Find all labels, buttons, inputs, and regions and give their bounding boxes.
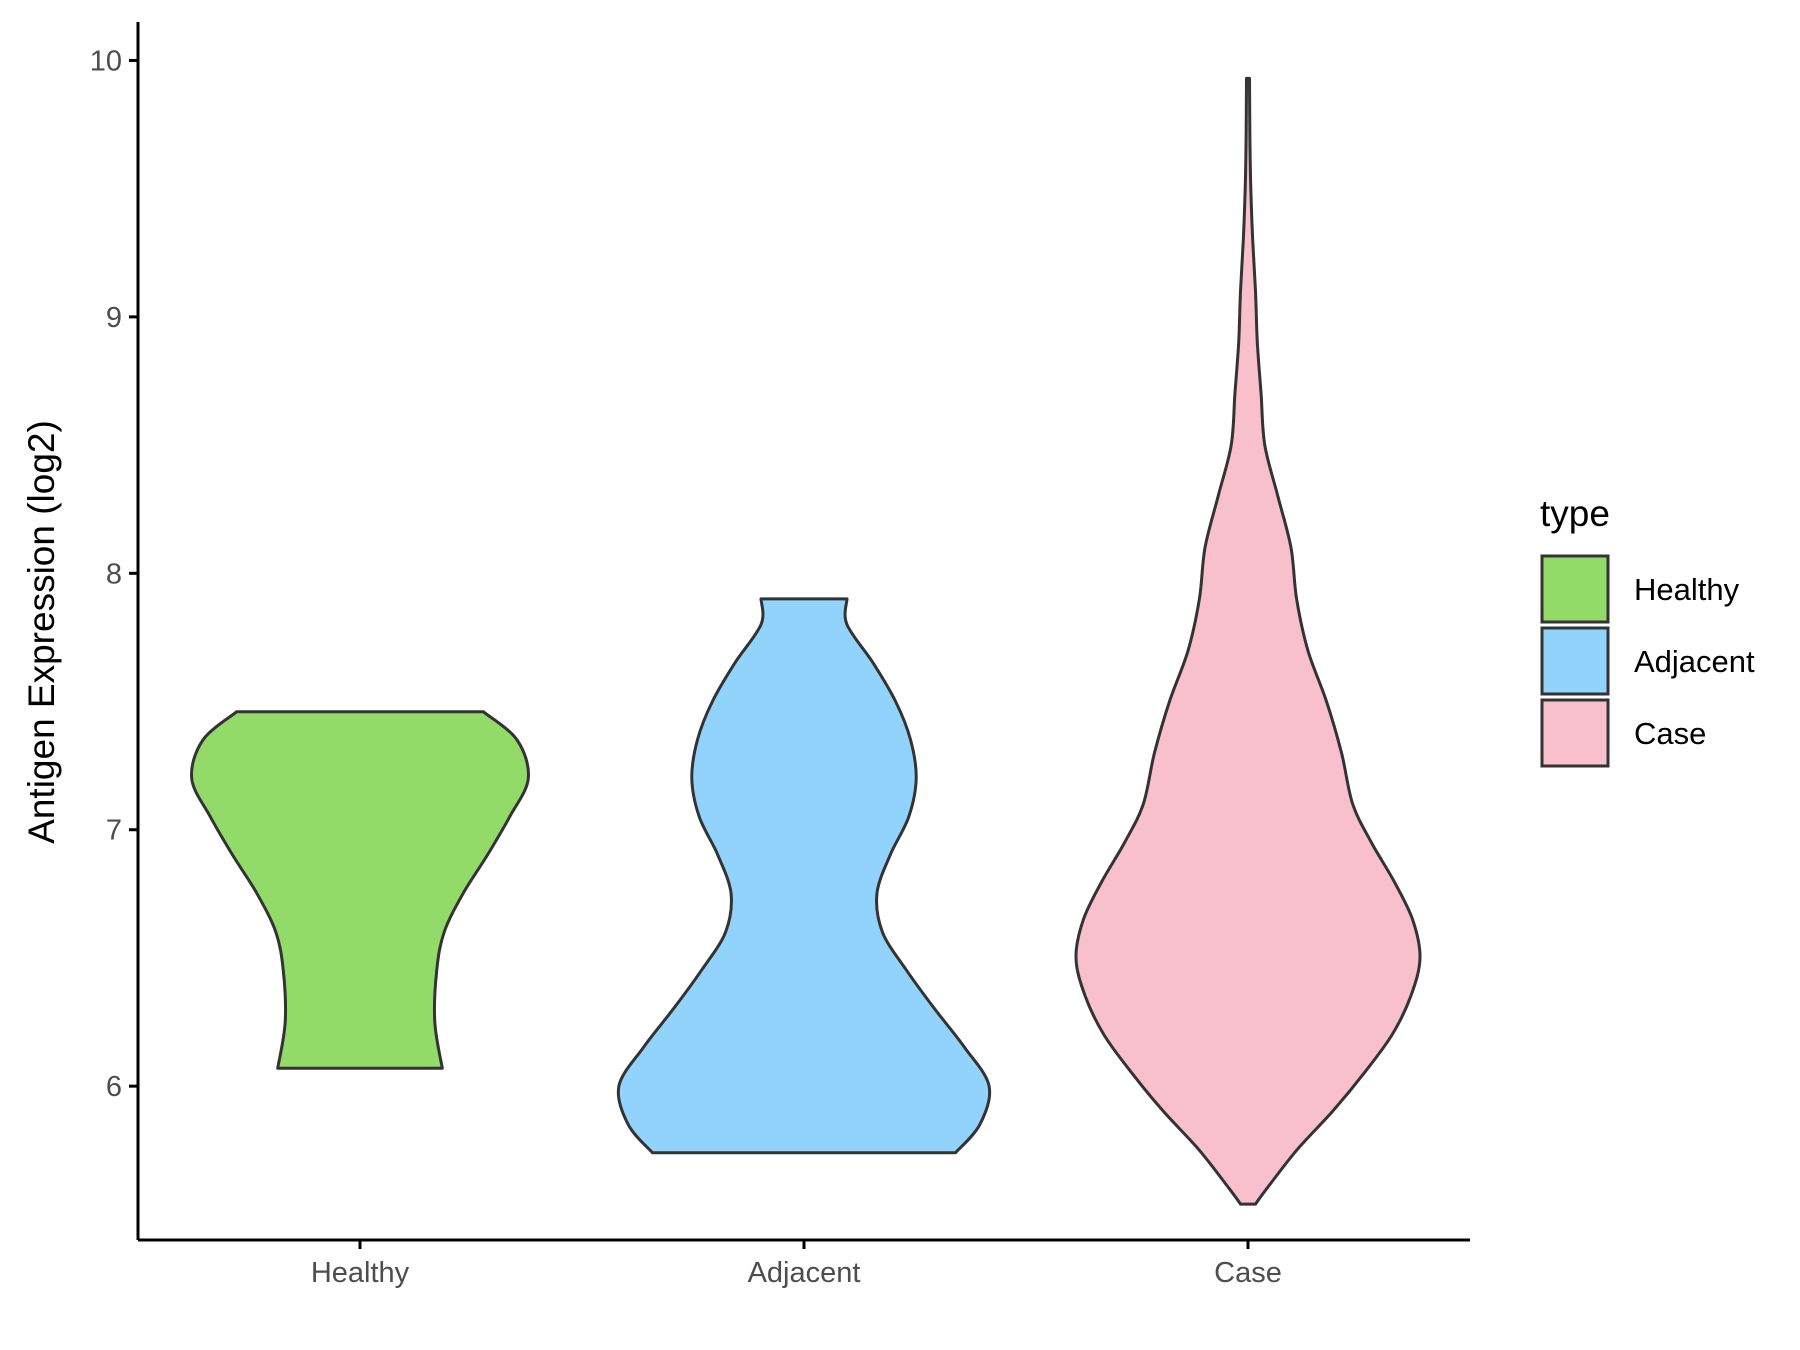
legend: type Healthy Adjacent Case (1540, 493, 1755, 768)
axes: 6 7 8 9 10 Healthy Adjacent Case Antigen Expre… (21, 22, 1470, 1289)
x-tick-label-adjacent: Adjacent (748, 1257, 861, 1289)
violin-case (1074, 76, 1422, 1206)
legend-items: Healthy Adjacent Case (1540, 554, 1755, 768)
x-ticks: Healthy Adjacent Case (311, 1240, 1282, 1289)
violin-healthy (190, 710, 530, 1070)
legend-label-case: Case (1634, 716, 1706, 751)
y-axis-title: Antigen Expression (log2) (21, 420, 62, 844)
legend-swatch-case (1540, 698, 1610, 768)
legend-swatch-healthy (1540, 554, 1610, 624)
y-tick-label: 10 (90, 45, 122, 77)
violin-layer (190, 76, 1422, 1206)
y-ticks: 6 7 8 9 10 (90, 45, 138, 1103)
y-tick-label: 7 (106, 815, 122, 847)
legend-swatch-adjacent (1540, 626, 1610, 696)
legend-label-healthy: Healthy (1634, 572, 1740, 607)
legend-label-adjacent: Adjacent (1634, 644, 1755, 679)
violin-adjacent (616, 597, 992, 1155)
legend-title: type (1540, 493, 1610, 534)
y-tick-label: 9 (106, 302, 122, 334)
x-tick-label-case: Case (1214, 1257, 1282, 1289)
y-tick-label: 6 (106, 1071, 122, 1103)
x-tick-label-healthy: Healthy (311, 1257, 410, 1289)
y-tick-label: 8 (106, 558, 122, 590)
